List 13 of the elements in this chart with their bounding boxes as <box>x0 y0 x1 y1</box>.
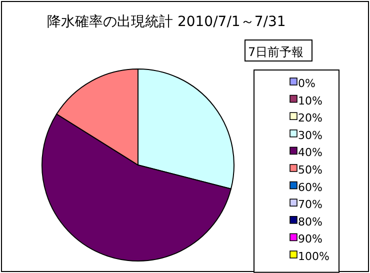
legend-label: 30% <box>298 128 322 142</box>
chart-title: 降水確率の出現統計 2010/7/1～7/31 <box>47 14 286 30</box>
legend-label: 40% <box>298 146 322 160</box>
legend-label: 60% <box>298 180 322 194</box>
legend-label: 100% <box>298 250 330 263</box>
legend-label: 90% <box>298 232 322 246</box>
legend-label: 50% <box>298 164 322 176</box>
legend-label: 70% <box>298 198 322 212</box>
legend-label: 20% <box>298 112 322 125</box>
legend-label: 0% <box>298 77 316 90</box>
legend-label: 10% <box>298 94 322 108</box>
legend-title: 7日前予報 <box>248 45 304 59</box>
legend-label: 80% <box>298 215 322 228</box>
